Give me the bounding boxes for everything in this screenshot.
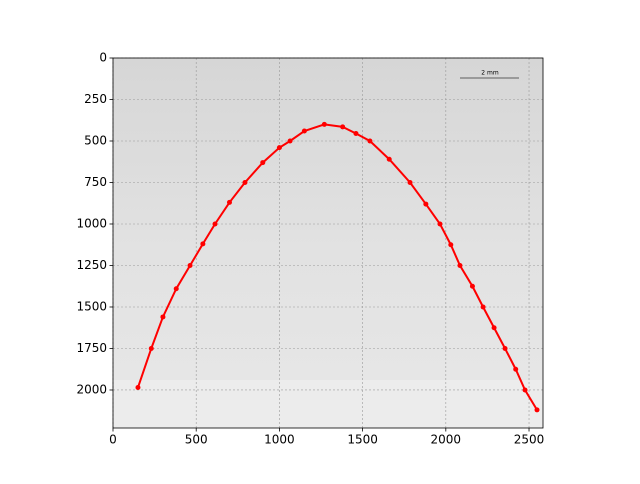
x-tick-label: 500 [185,433,208,447]
x-tick-label: 1000 [264,433,295,447]
point [187,262,193,268]
point [212,221,218,227]
point [321,121,327,127]
point [301,128,307,134]
point [448,242,454,248]
y-tick-label: 500 [84,133,107,147]
y-tick-label: 750 [84,175,107,189]
y-tick-label: 1250 [76,258,107,272]
y-tick-label: 2000 [76,382,107,396]
scale-bar-label: 2 mm [481,70,499,77]
y-tick-label: 250 [84,92,107,106]
point [457,262,463,268]
point [148,345,154,351]
point [437,221,443,227]
x-tick-label: 2500 [514,433,545,447]
point [340,124,346,130]
point [386,156,392,162]
x-tick-label: 0 [109,433,117,447]
point [160,314,166,320]
point [522,387,528,393]
point [200,241,206,247]
point [502,345,508,351]
image-background [113,58,543,380]
point [242,179,248,185]
y-tick-label: 0 [99,51,107,65]
fit-line [137,123,538,411]
point [287,138,293,144]
y-tick-label: 1500 [76,299,107,313]
x-tick-label: 2000 [431,433,462,447]
point [276,145,282,151]
point [226,199,232,205]
point [260,160,266,166]
point [135,384,141,390]
point [407,179,413,185]
point [353,131,359,137]
point [423,201,429,207]
point [480,304,486,310]
image-padding [113,380,543,428]
x-tick-label: 1500 [347,433,378,447]
point [534,407,540,413]
point [469,283,475,289]
point [513,366,519,372]
y-tick-label: 1750 [76,341,107,355]
y-tick-label: 1000 [76,216,107,230]
axes-frame [112,57,544,429]
point [491,325,497,331]
point [367,138,373,144]
point [173,286,179,292]
